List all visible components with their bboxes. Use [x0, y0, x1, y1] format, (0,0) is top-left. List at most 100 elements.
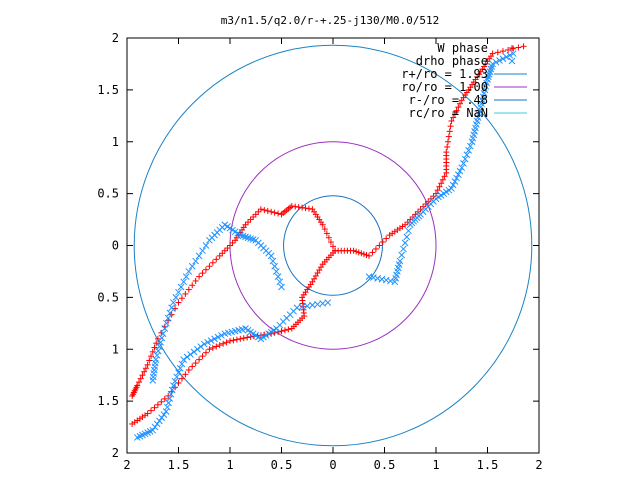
drho-phase-point-0-0-3	[309, 301, 316, 309]
w-phase-point-2-11-2	[151, 344, 158, 351]
w-phase-point-0-5-0	[288, 325, 295, 332]
w-phase-point-0-11-2	[158, 398, 165, 405]
w-phase-point-0-7-1	[244, 334, 251, 341]
w-phase-point-0-9-4	[192, 360, 199, 367]
w-phase-point-0-8-3	[216, 342, 223, 349]
w-phase-point-2-4-1	[275, 210, 282, 217]
w-phase-point-1-9-5	[457, 100, 464, 107]
w-phase-point-2-9-0	[196, 273, 203, 280]
y-axis-ticks: 2 1.5 1 0.5 0 0.5 1 1.5 2	[97, 31, 539, 460]
w-phase-point-2-4-0	[278, 211, 285, 218]
w-phase-point-2-9-2	[189, 282, 196, 289]
drho-phase-point-0-8-0	[169, 382, 177, 389]
w-phase-point-1-13-0	[489, 50, 496, 57]
chart-title: m3/n1.5/q2.0/r-+.25-j130/M0.0/512	[221, 14, 440, 27]
drho-phase-point-2-8-1	[158, 334, 166, 342]
legend-marker-1	[508, 57, 516, 65]
legend-label-2: r+/ro = 1.93	[401, 67, 488, 81]
w-phase-point-2-5-3	[250, 213, 257, 220]
legend-label-5: rc/ro = NaN	[409, 106, 488, 120]
radius-circles	[133, 44, 533, 447]
w-phase-point-1-13-2	[499, 48, 506, 55]
w-phase-point-0-9-1	[202, 349, 209, 356]
drho-phase-point-2-6-4	[175, 288, 182, 296]
drho-phase-point-2-0-1	[276, 278, 284, 286]
w-phase-point-2-4-4	[264, 207, 271, 214]
w-phase-point-1-1-1	[353, 248, 360, 255]
legend-label-0: W phase	[437, 41, 488, 55]
drho-phase-point-2-6-2	[180, 278, 188, 286]
drho-phase-point-0-5-2	[214, 333, 222, 341]
w-phase-point-1-2-1	[369, 249, 376, 256]
y-tick-label-0: 2	[112, 31, 119, 45]
w-phase-point-1-8-5	[447, 123, 454, 130]
drho-phase-point-0-6-0	[200, 340, 208, 348]
w-phase-point-2-12-2	[141, 368, 148, 375]
w-phase-point-0-7-5	[230, 337, 237, 344]
drho-phase-point-2-5-3	[195, 252, 203, 260]
y-tick-label-2: 1	[112, 135, 119, 149]
drho-phase-point-0-5-1	[218, 332, 225, 339]
drho-phase-point-1-2-1	[398, 251, 406, 259]
w-phase-point-1-6-3	[438, 180, 445, 187]
drho-phase-point-2-8-4	[154, 347, 162, 355]
w-phase-point-1-9-0	[448, 118, 455, 124]
drho-phase-point-2-7-3	[164, 314, 172, 322]
drho-phase-point-0-5-3	[211, 335, 218, 343]
drho-phase-point-2-6-0	[185, 268, 193, 275]
w-phase-point-2-0-5	[321, 226, 328, 233]
drho-phase-point-2-7-2	[166, 309, 174, 317]
drho-phase-point-1-7-5	[466, 142, 474, 150]
w-phase-point-1-1-5	[363, 252, 370, 259]
y-tick-label-6: 1	[112, 342, 119, 356]
drho-phase-point-1-2-5	[405, 227, 412, 235]
drho-phase-point-0-5-0	[221, 330, 229, 338]
w-phase-point-2-11-0	[154, 335, 161, 342]
w-phase-point-2-0-4	[323, 230, 330, 237]
w-phase-point-2-5-2	[252, 211, 259, 218]
w-phase-point-2-0-0	[332, 247, 339, 254]
w-phase-point-2-7-2	[227, 242, 233, 249]
drho-phase-point-0-6-4	[187, 351, 194, 358]
w-phase-point-1-13-4	[510, 45, 517, 52]
drho-phase-point-0-0-1	[319, 300, 327, 307]
drho-phase-point-1-7-0	[458, 164, 466, 172]
w-phase-point-0-8-4	[213, 343, 220, 350]
drho-phase-point-1-7-3	[463, 151, 471, 159]
w-phase-point-2-12-4	[137, 375, 144, 382]
w-phase-point-0-8-1	[223, 339, 230, 346]
radius-circle-0	[133, 44, 533, 447]
w-phase-point-2-12-3	[139, 372, 146, 379]
w-phase-point-0-end	[129, 420, 136, 427]
w-phase-point-1-2-5	[383, 235, 390, 242]
w-phase-point-1-13-3	[505, 46, 512, 53]
legend-marker-0	[509, 45, 515, 51]
w-phase-point-2-12-1	[142, 365, 149, 372]
x-tick-label-7: 1.5	[477, 458, 499, 472]
w-phase-point-1-1-3	[358, 250, 365, 257]
drho-phase-point-0-5-5	[204, 338, 212, 346]
w-phase-point-2-9-3	[185, 286, 192, 293]
drho-phase-point-2-5-0	[206, 236, 213, 244]
w-phase-point-2-11-1	[153, 340, 160, 347]
drho-phase-point-1-6-3	[453, 174, 460, 182]
w-phase-point-2-7-5	[219, 250, 226, 257]
w-phase-point-0-9-2	[199, 353, 206, 360]
x-tick-label-8: 2	[535, 458, 542, 472]
w-phase-point-0-8-5	[209, 344, 216, 351]
drho-phase-point-2-0-3	[272, 268, 280, 275]
w-phase-point-1-1-2	[355, 249, 362, 256]
drho-phase-point-1-2-0	[396, 257, 404, 265]
legend-label-3: ro/ro = 1.00	[401, 80, 488, 94]
w-phase-point-2-4-3	[268, 208, 275, 215]
y-tick-label-7: 1.5	[97, 394, 119, 408]
w-phase-point-2-5-0	[257, 206, 264, 213]
w-phase-point-2-9-1	[192, 277, 199, 284]
drho-phase-point-1-12-3	[499, 55, 507, 63]
w-phase-point-1-8-4	[446, 128, 453, 135]
w-phase-point-1-end	[520, 43, 527, 50]
w-phase-point-0-8-0	[227, 337, 233, 344]
w-phase-point-1-8-2	[445, 138, 452, 145]
w-phase-point-2-11-3	[149, 348, 156, 355]
